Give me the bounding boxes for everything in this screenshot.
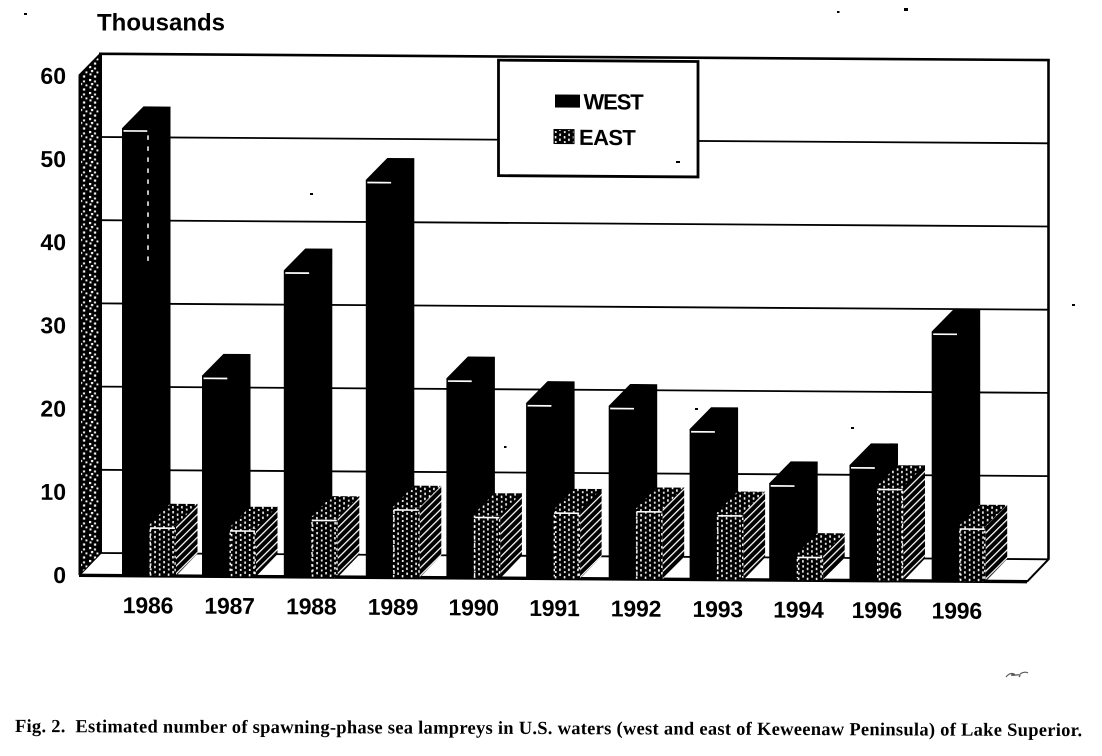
svg-text:10: 10 <box>40 479 66 505</box>
svg-text:EAST: EAST <box>579 125 636 150</box>
svg-text:1992: 1992 <box>611 595 661 621</box>
svg-text:0: 0 <box>53 562 66 588</box>
svg-text:1990: 1990 <box>449 594 499 620</box>
svg-text:50: 50 <box>40 146 66 172</box>
svg-text:40: 40 <box>40 229 66 255</box>
svg-text:20: 20 <box>40 396 66 422</box>
svg-text:1994: 1994 <box>773 596 824 622</box>
svg-text:1993: 1993 <box>693 596 743 622</box>
svg-text:Thousands: Thousands <box>97 10 225 37</box>
svg-text:1996: 1996 <box>932 598 982 624</box>
svg-text:60: 60 <box>40 63 66 89</box>
svg-text:1987: 1987 <box>204 593 254 619</box>
svg-text:WEST: WEST <box>584 89 645 114</box>
svg-text:1996: 1996 <box>852 597 902 623</box>
svg-text:1988: 1988 <box>286 593 337 619</box>
svg-text:1991: 1991 <box>529 595 580 621</box>
svg-text:1986: 1986 <box>123 592 173 618</box>
svg-text:1989: 1989 <box>368 594 418 620</box>
svg-text:30: 30 <box>40 312 66 338</box>
